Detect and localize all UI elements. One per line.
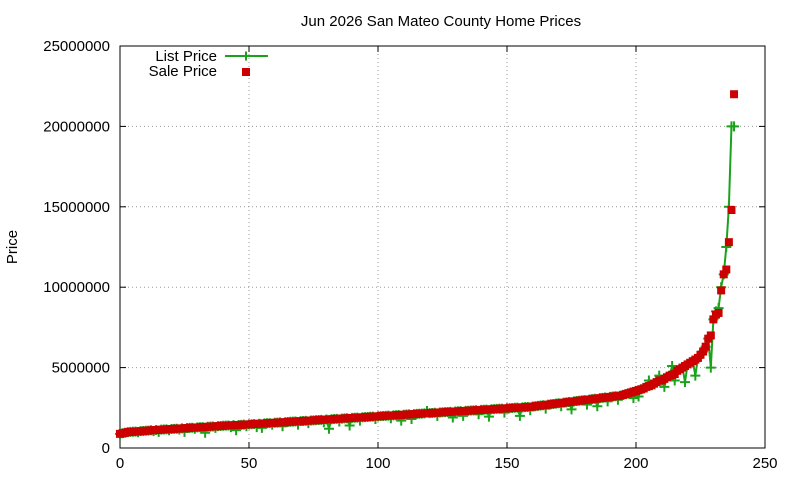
legend-label-list-price: List Price — [155, 48, 217, 65]
plot-frame — [119, 45, 766, 449]
list-price-point — [514, 410, 525, 421]
y-tick-label: 0 — [102, 440, 110, 457]
tick-labels: 0 50 100 150 200 250 0 5000000 10000000 15000000 2… — [43, 38, 777, 472]
sale-price-point — [722, 265, 731, 274]
sale-price-series — [116, 90, 739, 438]
sale-price-point — [727, 206, 736, 215]
chart-title: Jun 2026 San Mateo County Home Prices — [301, 13, 581, 30]
sale-price-point — [701, 342, 710, 351]
sale-price-point — [730, 90, 739, 99]
y-axis-label: Price — [4, 230, 21, 264]
y-tick-label: 5000000 — [52, 360, 110, 377]
legend-marker-sale-price — [242, 68, 250, 76]
list-price-point — [690, 370, 701, 381]
x-tick-label: 200 — [623, 455, 648, 472]
sale-price-point — [719, 270, 728, 279]
list-price-point — [667, 360, 678, 371]
sale-price-point — [699, 347, 708, 356]
x-tick-label: 100 — [365, 455, 390, 472]
x-tick-label: 150 — [494, 455, 519, 472]
x-tick-label: 0 — [116, 455, 124, 472]
x-tick-label: 250 — [752, 455, 777, 472]
x-tick-label: 50 — [241, 455, 258, 472]
sale-price-point — [717, 286, 726, 295]
legend-marker-list-price — [241, 51, 251, 61]
sale-price-point — [724, 238, 733, 247]
y-tick-label: 20000000 — [43, 118, 110, 135]
grid-lines — [120, 46, 765, 448]
list-price-point — [323, 423, 334, 434]
y-tick-label: 25000000 — [43, 38, 110, 55]
y-tick-label: 10000000 — [43, 279, 110, 296]
list-price-point — [566, 404, 577, 415]
sale-price-point — [706, 331, 715, 340]
sale-price-point — [709, 315, 718, 324]
list-price-point — [729, 121, 740, 132]
sale-price-point — [714, 308, 723, 317]
list-price-point — [705, 362, 716, 373]
list-price-point — [592, 401, 603, 412]
legend-label-sale-price: Sale Price — [149, 63, 217, 80]
list-price-point — [680, 377, 691, 388]
axes — [119, 45, 766, 449]
legend: List Price Sale Price — [149, 48, 268, 80]
y-tick-label: 15000000 — [43, 199, 110, 216]
